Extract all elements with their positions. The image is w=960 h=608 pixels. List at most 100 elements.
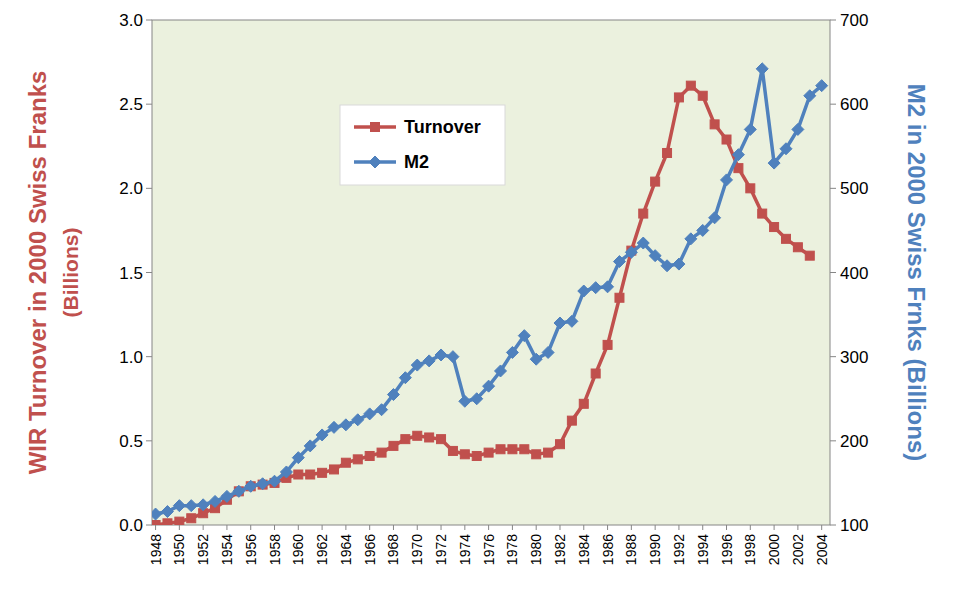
y2-tick: [830, 272, 836, 273]
marker-square: [555, 440, 564, 449]
x-tick-label: 1966: [362, 534, 378, 565]
x-tick: [441, 525, 442, 530]
x-tick: [678, 525, 679, 530]
marker-diamond: [661, 260, 673, 272]
x-tick-label: 2004: [814, 534, 830, 565]
y-tick-label: 2.0: [119, 179, 143, 198]
x-tick: [774, 525, 775, 530]
x-tick: [631, 525, 632, 530]
marker-square: [674, 93, 683, 102]
marker-square: [413, 431, 422, 440]
marker-square: [175, 517, 184, 525]
marker-square: [484, 448, 493, 457]
y2-tick-label: 500: [840, 179, 868, 198]
plot-area: [152, 20, 830, 525]
marker-diamond: [685, 233, 697, 245]
x-tick: [607, 525, 608, 530]
y-axis-title-line: WIR Turnover in 2000 Swiss Franks: [24, 71, 51, 475]
marker-square: [722, 135, 731, 144]
x-tick-label: 1982: [552, 534, 568, 565]
x-tick: [655, 525, 656, 530]
x-tick: [322, 525, 323, 530]
y2-tick-label: 700: [840, 11, 868, 30]
marker-square: [163, 519, 172, 525]
x-tick: [179, 525, 180, 530]
marker-square: [389, 441, 398, 450]
x-tick-label: 1950: [171, 534, 187, 565]
y2-tick: [830, 356, 836, 357]
x-tick-label: 1976: [481, 534, 497, 565]
marker-diamond: [673, 258, 685, 270]
marker-diamond: [744, 123, 756, 135]
marker-diamond: [173, 500, 185, 512]
x-tick: [750, 525, 751, 530]
x-tick-label: 1968: [385, 534, 401, 565]
legend-label: Turnover: [404, 117, 481, 137]
marker-square: [496, 445, 505, 454]
legend: TurnoverM2: [340, 105, 505, 185]
marker-square: [341, 458, 350, 467]
x-tick: [393, 525, 394, 530]
marker-diamond: [328, 421, 340, 433]
marker-square: [306, 470, 315, 479]
marker-diamond: [364, 408, 376, 420]
y-tick: [146, 440, 152, 441]
marker-diamond: [399, 372, 411, 384]
x-tick: [369, 525, 370, 530]
y2-axis-title: M2 in 2000 Swiss Frnks (Billions): [903, 84, 930, 461]
marker-diamond: [447, 351, 459, 363]
marker-diamond: [483, 380, 495, 392]
y2-tick-label: 200: [840, 432, 868, 451]
x-tick-label: 1960: [290, 534, 306, 565]
marker-diamond: [292, 452, 304, 464]
x-tick-label: 1972: [433, 534, 449, 565]
marker-diamond: [542, 346, 554, 358]
marker-diamond: [257, 478, 269, 490]
marker-diamond: [792, 123, 804, 135]
x-tick: [274, 525, 275, 530]
marker-diamond: [649, 250, 661, 262]
marker-square: [520, 445, 529, 454]
x-tick-label: 1962: [314, 534, 330, 565]
x-tick: [203, 525, 204, 530]
x-tick-label: 1990: [647, 534, 663, 565]
x-tick-label: 1988: [623, 534, 639, 565]
x-tick: [583, 525, 584, 530]
x-tick-label: 1954: [219, 534, 235, 565]
marker-diamond: [209, 495, 221, 507]
marker-square: [651, 177, 660, 186]
marker-square: [353, 455, 362, 464]
marker-diamond: [566, 315, 578, 327]
marker-square: [318, 468, 327, 477]
marker-diamond: [197, 499, 209, 511]
x-tick-label: 1998: [742, 534, 758, 565]
x-tick-label: 1948: [148, 534, 164, 565]
x-tick-label: 1964: [338, 534, 354, 565]
marker-diamond: [435, 349, 447, 361]
x-tick-label: 2002: [790, 534, 806, 565]
marker-diamond: [161, 506, 173, 518]
marker-diamond: [152, 508, 162, 520]
marker-square: [758, 209, 767, 218]
marker-diamond: [578, 285, 590, 297]
marker-square: [781, 234, 790, 243]
legend-box: [340, 105, 505, 185]
marker-square: [663, 148, 672, 157]
marker-square: [425, 433, 434, 442]
x-tick: [797, 525, 798, 530]
x-tick-label: 1978: [504, 534, 520, 565]
y-tick-label: 0.0: [119, 516, 143, 535]
marker-diamond: [495, 365, 507, 377]
marker-square: [579, 399, 588, 408]
marker-square: [508, 445, 517, 454]
marker-square: [377, 448, 386, 457]
marker-diamond: [376, 404, 388, 416]
y-tick: [146, 525, 152, 526]
y2-tick: [830, 440, 836, 441]
x-tick: [559, 525, 560, 530]
series-line: [156, 69, 822, 514]
series-line: [156, 86, 810, 525]
marker-diamond: [459, 395, 471, 407]
y2-tick-label: 100: [840, 516, 868, 535]
marker-diamond: [471, 393, 483, 405]
